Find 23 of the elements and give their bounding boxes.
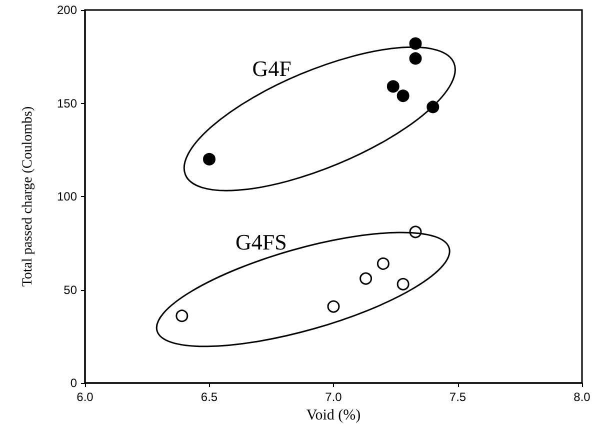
- point: [396, 90, 410, 102]
- y-tick-label: 200: [56, 3, 78, 17]
- point: [203, 152, 216, 166]
- point: [327, 300, 340, 313]
- x-tick-label: 6.5: [200, 390, 218, 404]
- point: [396, 278, 410, 290]
- x-tick-label: 7.0: [325, 390, 342, 404]
- y-tick-label: 150: [56, 96, 78, 110]
- point: [409, 52, 422, 65]
- annotation: G4FS: [235, 229, 287, 254]
- y-tick-label: 50: [64, 282, 78, 297]
- point: [176, 310, 188, 322]
- point: [360, 272, 372, 285]
- x-tick-label: 6.0: [76, 390, 94, 404]
- annotation: G4F: [252, 56, 292, 82]
- point: [376, 257, 390, 270]
- x-tick-label: 8.0: [574, 390, 591, 404]
- x-tick-label: 7.5: [449, 390, 466, 404]
- y-axis-title: Total passed charge (Coulombs): [20, 106, 36, 287]
- x-axis-title: Void (%): [306, 407, 361, 424]
- y-tick-label: 0: [70, 376, 78, 390]
- point: [386, 80, 400, 93]
- y-tick-label: 100: [56, 190, 78, 204]
